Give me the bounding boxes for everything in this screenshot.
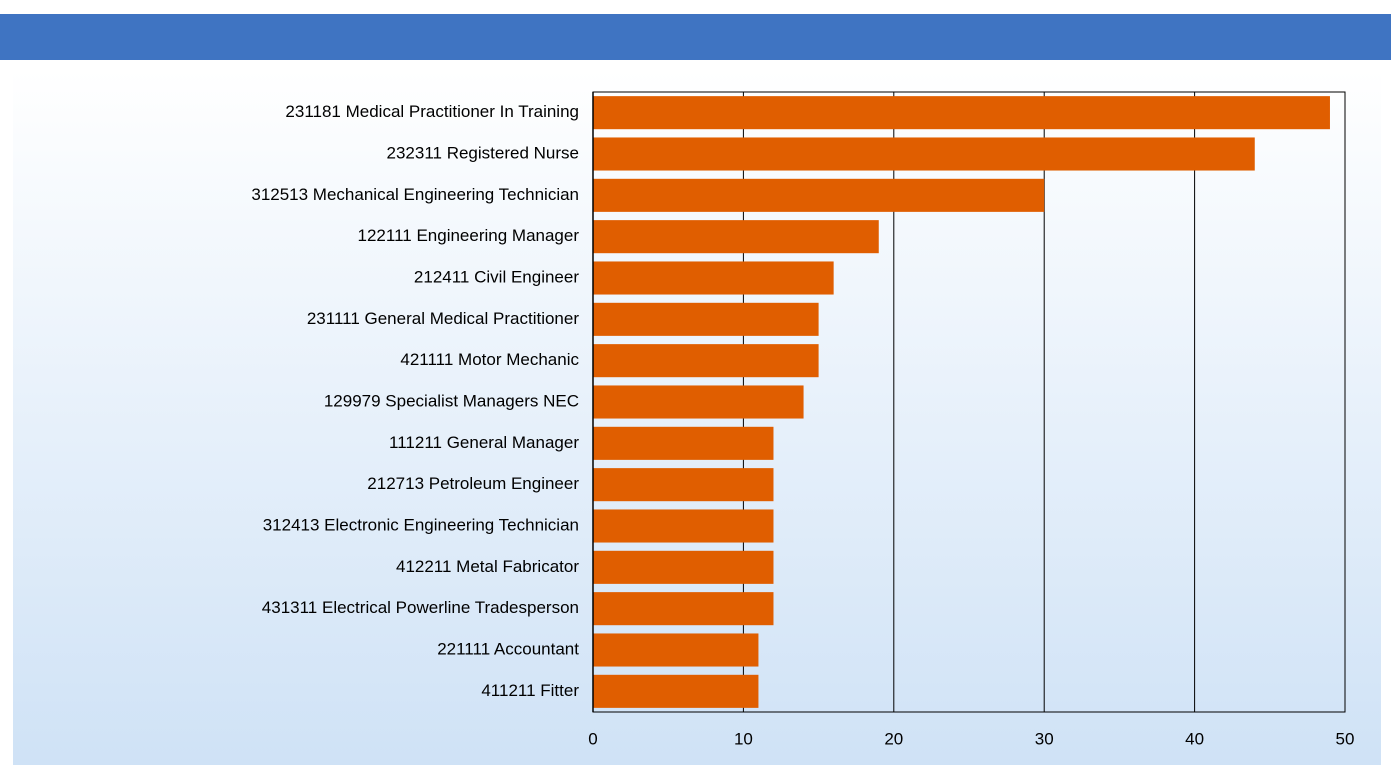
x-tick-label: 40 (1185, 729, 1204, 748)
y-tick-label: 221111 Accountant (437, 639, 579, 658)
y-tick-label: 431311 Electrical Powerline Tradesperson (262, 598, 579, 617)
x-tick-label: 30 (1035, 729, 1054, 748)
bar (593, 385, 804, 419)
bar (593, 178, 1045, 212)
x-tick-label: 0 (588, 729, 597, 748)
y-tick-label: 122111 Engineering Manager (358, 226, 580, 245)
y-tick-label: 129979 Specialist Managers NEC (324, 391, 579, 410)
y-tick-label: 412211 Metal Fabricator (396, 557, 579, 576)
y-tick-label: 411211 Fitter (481, 681, 579, 700)
bar (593, 96, 1330, 130)
y-tick-label: 231111 General Medical Practitioner (307, 309, 579, 328)
bar (593, 633, 759, 667)
x-tick-label: 20 (884, 729, 903, 748)
bar (593, 302, 819, 336)
header-band (0, 14, 1391, 60)
y-tick-label: 231181 Medical Practitioner In Training (285, 102, 579, 121)
y-tick-label: 212713 Petroleum Engineer (367, 474, 579, 493)
y-tick-label: 312513 Mechanical Engineering Technician (251, 185, 579, 204)
bar (593, 426, 774, 460)
y-tick-label: 312413 Electronic Engineering Technician (263, 515, 579, 534)
bar (593, 220, 879, 254)
bar (593, 468, 774, 502)
x-tick-label: 50 (1336, 729, 1355, 748)
bar (593, 550, 774, 584)
y-tick-label: 212411 Civil Engineer (414, 267, 579, 286)
bar (593, 261, 834, 295)
y-tick-label: 421111 Motor Mechanic (400, 350, 579, 369)
y-tick-label: 232311 Registered Nurse (387, 143, 579, 162)
bar (593, 674, 759, 708)
bar (593, 509, 774, 543)
bar (593, 344, 819, 378)
x-tick-label: 10 (734, 729, 753, 748)
bar (593, 137, 1255, 171)
y-tick-label: 111211 General Manager (389, 433, 579, 452)
bar (593, 592, 774, 626)
